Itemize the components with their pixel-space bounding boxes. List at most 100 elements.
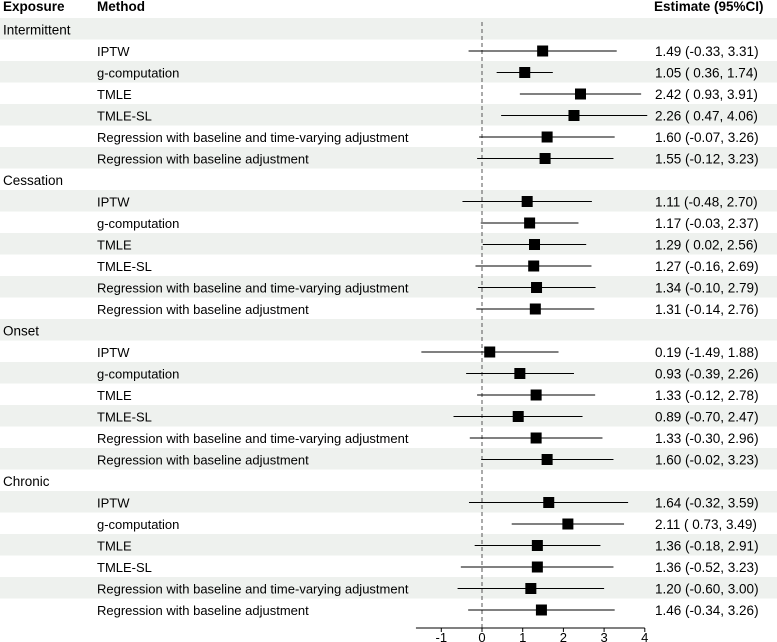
method-label: TMLE <box>97 87 132 102</box>
estimate-ci-text: 1.29 ( 0.02, 2.56) <box>655 238 758 253</box>
shade-band <box>0 491 777 513</box>
method-label: g-computation <box>97 216 179 231</box>
method-label: TMLE-SL <box>97 109 152 124</box>
point-estimate-marker <box>574 88 586 100</box>
forest-row: TMLE-SL 1.27 (-0.16, 2.69) <box>97 259 759 274</box>
estimate-ci-text: 2.26 ( 0.47, 4.06) <box>655 109 758 124</box>
method-label: g-computation <box>97 367 179 382</box>
estimate-ci-text: 1.60 (-0.02, 3.23) <box>655 453 759 468</box>
method-label: Regression with baseline and time-varyin… <box>97 130 409 145</box>
forest-row: TMLE-SL 1.36 (-0.52, 3.23) <box>97 560 759 575</box>
estimate-ci-text: 1.46 (-0.34, 3.26) <box>655 603 759 618</box>
forest-row: g-computation 1.05 ( 0.36, 1.74) <box>97 66 758 81</box>
estimate-ci-text: 1.11 (-0.48, 2.70) <box>655 195 758 210</box>
point-estimate-marker <box>519 67 531 78</box>
header-exposure: Exposure <box>3 0 65 14</box>
shade-band <box>0 18 777 40</box>
method-label: TMLE-SL <box>97 410 152 425</box>
x-tick-label: 4 <box>641 630 648 642</box>
forest-row: TMLE 1.33 (-0.12, 2.78) <box>97 388 759 403</box>
forest-row: TMLE 1.36 (-0.18, 2.91) <box>97 539 759 554</box>
estimate-ci-text: 0.93 (-0.39, 2.26) <box>655 367 759 382</box>
method-label: Regression with baseline adjustment <box>97 603 309 618</box>
method-label: TMLE-SL <box>97 560 152 575</box>
point-estimate-marker <box>541 131 553 143</box>
method-label: Regression with baseline adjustment <box>97 302 309 317</box>
forest-row: g-computation 1.17 (-0.03, 2.37) <box>97 216 759 231</box>
point-estimate-marker <box>524 217 536 229</box>
point-estimate-marker <box>541 454 553 465</box>
exposure-group-label: Intermittent <box>3 23 71 38</box>
forest-row: Regression with baseline and time-varyin… <box>97 281 759 296</box>
point-estimate-marker <box>529 239 541 250</box>
point-estimate-marker <box>529 303 541 315</box>
point-estimate-marker <box>537 45 549 57</box>
method-label: TMLE-SL <box>97 259 152 274</box>
exposure-group-label: Onset <box>3 324 39 339</box>
estimate-ci-text: 1.36 (-0.52, 3.23) <box>655 560 759 575</box>
point-estimate-marker <box>562 518 574 530</box>
point-estimate-marker <box>484 346 496 358</box>
forest-rows: Intermittent IPTW 1.49 (-0.33, 3.31) g-comp… <box>3 23 759 619</box>
method-label: IPTW <box>97 195 130 210</box>
forest-row: Regression with baseline and time-varyin… <box>97 431 759 446</box>
point-estimate-marker <box>531 540 543 551</box>
forest-row: IPTW 1.11 (-0.48, 2.70) <box>97 195 758 210</box>
method-label: IPTW <box>97 345 130 360</box>
point-estimate-marker <box>539 153 551 164</box>
forest-row: IPTW 1.49 (-0.33, 3.31) <box>97 44 759 59</box>
shade-band <box>0 276 777 298</box>
point-estimate-marker <box>530 432 542 444</box>
method-label: Regression with baseline and time-varyin… <box>97 431 409 446</box>
x-axis: -1 0 1 2 3 4 <box>415 627 648 642</box>
forest-row: TMLE-SL 2.26 ( 0.47, 4.06) <box>97 109 758 124</box>
forest-row: IPTW 0.19 (-1.49, 1.88) <box>97 345 759 360</box>
forest-row: g-computation 0.93 (-0.39, 2.26) <box>97 367 759 382</box>
method-label: TMLE <box>97 388 132 403</box>
forest-row: TMLE 1.29 ( 0.02, 2.56) <box>97 238 758 253</box>
x-tick-label: 1 <box>519 630 526 642</box>
method-label: Regression with baseline adjustment <box>97 152 309 167</box>
method-label: Regression with baseline and time-varyin… <box>97 582 409 597</box>
point-estimate-marker <box>512 411 524 422</box>
estimate-ci-text: 1.49 (-0.33, 3.31) <box>655 44 759 59</box>
header-method: Method <box>97 0 145 14</box>
shade-band <box>0 61 777 83</box>
shade-band <box>0 147 777 169</box>
estimate-ci-text: 1.36 (-0.18, 2.91) <box>655 539 759 554</box>
estimate-ci-text: 0.19 (-1.49, 1.88) <box>655 345 759 360</box>
method-label: g-computation <box>97 517 179 532</box>
shade-band <box>0 405 777 427</box>
shade-band <box>0 319 777 341</box>
method-label: IPTW <box>97 496 130 511</box>
header-estimate: Estimate (95%CI) <box>654 0 764 14</box>
forest-row: Regression with baseline and time-varyin… <box>97 582 759 597</box>
x-tick-label: -1 <box>436 630 448 642</box>
shade-band <box>0 534 777 556</box>
forest-row: g-computation 2.11 ( 0.73, 3.49) <box>97 517 757 532</box>
point-estimate-marker <box>531 561 543 573</box>
estimate-ci-text: 1.27 (-0.16, 2.69) <box>655 259 759 274</box>
estimate-ci-text: 2.11 ( 0.73, 3.49) <box>655 517 757 532</box>
shade-band <box>0 190 777 212</box>
shade-band <box>0 362 777 384</box>
point-estimate-marker <box>528 260 540 272</box>
exposure-group-label: Cessation <box>3 173 63 188</box>
point-estimate-marker <box>531 282 543 293</box>
point-estimate-marker <box>535 604 547 616</box>
estimate-ci-text: 1.05 ( 0.36, 1.74) <box>655 66 758 81</box>
forest-row: Regression with baseline and time-varyin… <box>97 130 759 145</box>
estimate-ci-text: 1.60 (-0.07, 3.26) <box>655 130 759 145</box>
method-label: TMLE <box>97 539 132 554</box>
estimate-ci-text: 0.89 (-0.70, 2.47) <box>655 410 759 425</box>
estimate-ci-text: 1.33 (-0.30, 2.96) <box>655 431 759 446</box>
shade-band <box>0 104 777 126</box>
point-estimate-marker <box>543 497 555 508</box>
estimate-ci-text: 1.20 (-0.60, 3.00) <box>655 582 759 597</box>
forest-row: Regression with baseline adjustment 1.55 … <box>97 152 759 167</box>
estimate-ci-text: 2.42 ( 0.93, 3.91) <box>655 87 758 102</box>
shade-band <box>0 577 777 599</box>
point-estimate-marker <box>568 110 580 121</box>
estimate-ci-text: 1.64 (-0.32, 3.59) <box>655 496 759 511</box>
